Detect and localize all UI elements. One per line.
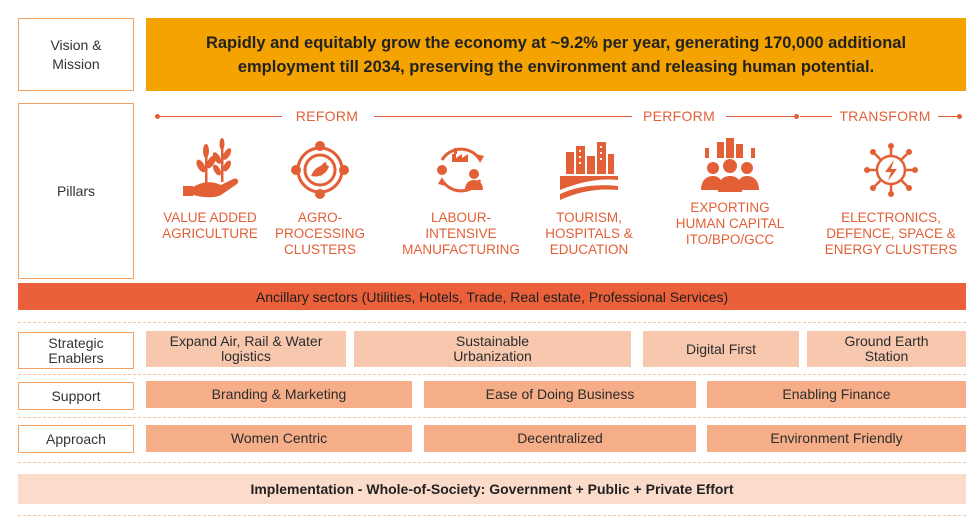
- circuit-bolt-icon: [864, 143, 918, 197]
- people-city-icon: [701, 138, 759, 192]
- phase-line-mid-dot: [794, 114, 799, 119]
- enabler-logistics: Expand Air, Rail & Water logistics: [146, 331, 346, 367]
- phase-line-start-dot: [155, 114, 160, 119]
- pillar-label: TOURISM, HOSPITALS & EDUCATION: [545, 210, 633, 257]
- phase-line-segment-3: [726, 116, 794, 117]
- implementation-bar: Implementation - Whole-of-Society: Gover…: [18, 474, 966, 504]
- approach-environment-friendly: Environment Friendly: [707, 425, 966, 452]
- pillars-label: Pillars: [18, 103, 134, 279]
- pillar-label: LABOUR- INTENSIVE MANUFACTURING: [402, 210, 520, 257]
- support-ease-of-doing-business: Ease of Doing Business: [424, 381, 696, 408]
- vision-mission-label: Vision & Mission: [18, 18, 134, 91]
- enabler-digital-first: Digital First: [643, 331, 799, 367]
- phase-line-segment-4: [800, 116, 832, 117]
- pillar-labour-intensive-manufacturing: LABOUR- INTENSIVE MANUFACTURING: [392, 138, 530, 258]
- phase-transform: TRANSFORM: [839, 108, 931, 124]
- approach-decentralized: Decentralized: [424, 425, 696, 452]
- phase-reform: REFORM: [295, 108, 359, 124]
- pillar-label: ELECTRONICS, DEFENCE, SPACE & ENERGY CLU…: [824, 210, 958, 257]
- enabler-urbanization: Sustainable Urbanization: [354, 331, 631, 367]
- factory-cycle-icon: [437, 147, 484, 193]
- separator: [18, 322, 966, 323]
- vision-statement: Rapidly and equitably grow the economy a…: [146, 18, 966, 91]
- hand-plant-icon: [183, 138, 239, 198]
- strategic-enablers-label: Strategic Enablers: [18, 332, 134, 369]
- agro-cycle-icon: [291, 141, 349, 199]
- pillar-exporting-human-capital: EXPORTING HUMAN CAPITAL ITO/BPO/GCC: [668, 138, 792, 248]
- separator: [18, 462, 966, 463]
- pillar-agro-processing: AGRO- PROCESSING CLUSTERS: [268, 138, 372, 258]
- separator: [18, 417, 966, 418]
- phase-line-segment-5: [938, 116, 958, 117]
- pillar-label: AGRO- PROCESSING CLUSTERS: [274, 210, 366, 257]
- support-enabling-finance: Enabling Finance: [707, 381, 966, 408]
- enabler-ground-earth-station: Ground Earth Station: [807, 331, 966, 367]
- phase-line-segment-2: [374, 116, 632, 117]
- pillar-electronics-defence-space-energy: ELECTRONICS, DEFENCE, SPACE & ENERGY CLU…: [818, 138, 964, 258]
- separator: [18, 515, 966, 516]
- approach-women-centric: Women Centric: [146, 425, 412, 452]
- phase-perform: PERFORM: [642, 108, 716, 124]
- approach-label: Approach: [18, 425, 134, 453]
- phase-line-segment-1: [158, 116, 282, 117]
- pillar-tourism-hospitals-education: TOURISM, HOSPITALS & EDUCATION: [534, 138, 644, 258]
- support-branding-marketing: Branding & Marketing: [146, 381, 412, 408]
- phase-line-end-dot: [957, 114, 962, 119]
- support-label: Support: [18, 382, 134, 410]
- pillar-value-added-agriculture: VALUE ADDED AGRICULTURE: [155, 138, 265, 242]
- separator: [18, 374, 966, 375]
- pillar-label: EXPORTING HUMAN CAPITAL ITO/BPO/GCC: [675, 200, 785, 247]
- ancillary-sectors-bar: Ancillary sectors (Utilities, Hotels, Tr…: [18, 283, 966, 310]
- pillar-label: VALUE ADDED AGRICULTURE: [162, 210, 258, 241]
- city-field-icon: [560, 142, 618, 200]
